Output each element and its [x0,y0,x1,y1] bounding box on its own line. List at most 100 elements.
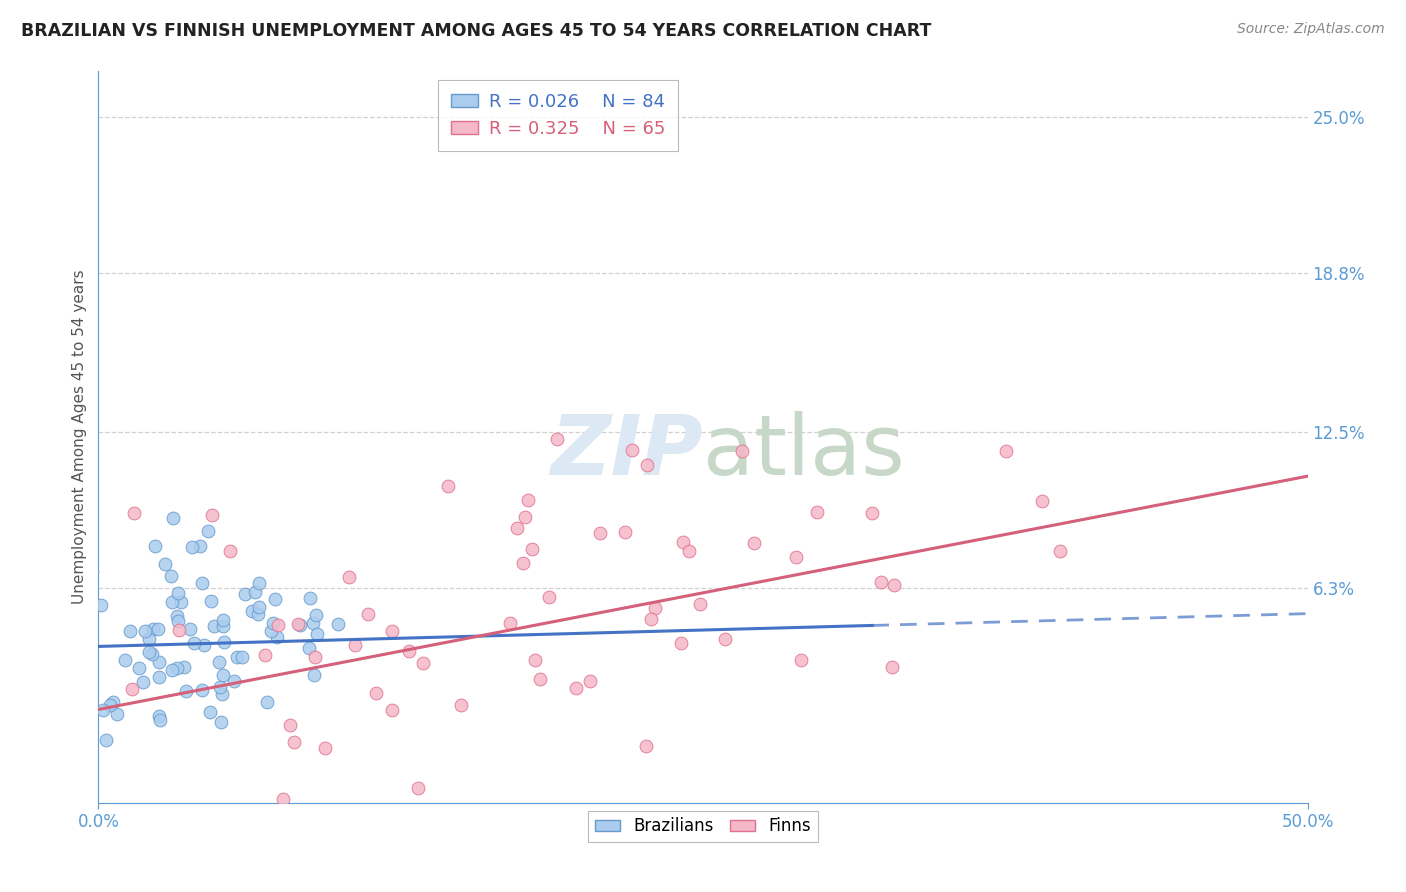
Point [240,604,263,618]
Point [222,674,245,689]
Point [357,607,380,621]
Point [160,663,183,677]
Point [247,607,270,621]
Point [247,812,270,826]
Text: atlas: atlas [703,411,904,492]
Point [1049,544,1071,558]
Point [1368,654,1391,668]
Point [278,718,301,732]
Point [98,698,121,713]
Point [162,510,184,524]
Point [529,672,551,686]
Point [79,657,101,671]
Point [138,632,160,647]
Point [208,655,231,669]
Point [337,570,360,584]
Point [170,595,193,609]
Point [193,638,215,652]
Point [219,544,242,558]
Point [870,574,893,589]
Point [200,594,222,608]
Point [212,668,235,682]
Point [167,624,190,638]
Point [174,684,197,698]
Point [343,638,366,652]
Point [209,714,232,729]
Point [141,647,163,661]
Point [243,584,266,599]
Point [546,432,568,446]
Point [259,624,281,638]
Point [209,681,232,695]
Point [191,575,214,590]
Point [231,649,253,664]
Legend: Brazilians, Finns: Brazilians, Finns [588,811,818,842]
Point [197,524,219,538]
Point [1031,494,1053,508]
Point [262,615,284,630]
Point [305,608,328,623]
Point [114,653,136,667]
Text: BRAZILIAN VS FINNISH UNEMPLOYMENT AMONG AGES 45 TO 54 YEARS CORRELATION CHART: BRAZILIAN VS FINNISH UNEMPLOYMENT AMONG … [21,22,931,40]
Point [90,598,112,612]
Point [636,739,658,754]
Point [160,595,183,609]
Point [506,521,529,535]
Point [134,624,156,638]
Point [247,600,270,615]
Point [437,478,460,492]
Point [30,678,52,692]
Point [516,493,538,508]
Point [143,540,166,554]
Point [202,619,225,633]
Point [94,732,117,747]
Text: ZIP: ZIP [550,411,703,492]
Point [882,660,904,674]
Point [408,780,430,795]
Point [48,613,70,627]
Point [211,688,233,702]
Point [167,586,190,600]
Point [366,686,388,700]
Point [166,661,188,675]
Point [564,681,586,695]
Point [146,622,169,636]
Point [328,616,350,631]
Point [173,660,195,674]
Point [613,524,636,539]
Point [315,741,337,756]
Point [307,627,329,641]
Point [287,617,309,632]
Point [412,656,434,670]
Point [860,506,883,520]
Point [179,622,201,636]
Point [247,575,270,590]
Point [211,613,233,627]
Point [103,695,125,709]
Point [689,597,711,611]
Point [742,536,765,550]
Point [120,624,142,638]
Point [671,636,693,650]
Point [398,644,420,658]
Point [450,698,472,712]
Point [200,705,222,719]
Point [538,591,561,605]
Point [640,612,662,626]
Point [51,636,73,650]
Point [160,569,183,583]
Point [191,683,214,698]
Point [181,541,204,555]
Point [806,505,828,519]
Point [256,695,278,709]
Point [304,649,326,664]
Point [82,566,104,580]
Point [672,534,695,549]
Point [105,707,128,722]
Point [122,506,145,520]
Point [995,444,1018,458]
Point [73,627,96,641]
Point [148,655,170,669]
Point [283,735,305,749]
Point [166,608,188,623]
